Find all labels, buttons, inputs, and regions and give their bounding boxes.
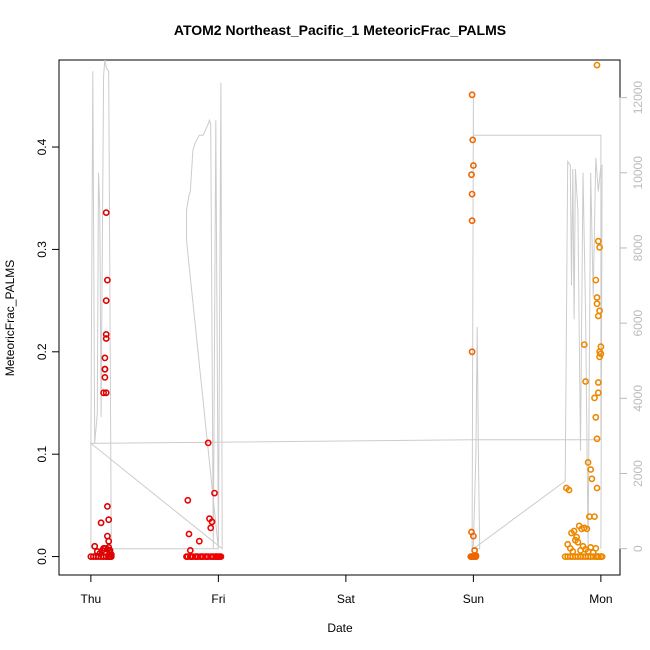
data-point — [594, 389, 602, 397]
y2-tick-label: 12000 — [631, 81, 645, 115]
data-point — [97, 519, 105, 527]
x-tick-label: Sat — [337, 592, 356, 606]
data-point — [597, 553, 605, 560]
data-point — [102, 335, 110, 342]
chart-title: ATOM2 Northeast_Pacific_1 MeteoricFrac_P… — [174, 22, 506, 38]
data-point — [565, 486, 573, 494]
data-point — [469, 532, 477, 540]
data-point — [469, 162, 477, 169]
data-point — [104, 276, 111, 284]
data-point — [580, 341, 588, 348]
data-point — [574, 538, 582, 546]
data-point — [468, 91, 476, 99]
data-point — [101, 365, 109, 373]
data-point — [469, 553, 477, 560]
data-point — [592, 413, 600, 421]
data-point — [105, 537, 113, 545]
data-point — [592, 545, 600, 552]
y-tick-label: 0.4 — [35, 138, 49, 155]
data-point — [596, 243, 603, 251]
data-point — [468, 190, 476, 198]
data-point — [597, 350, 605, 358]
data-point — [593, 61, 601, 69]
y2-tick-label: 4000 — [631, 385, 645, 412]
data-point — [184, 496, 192, 504]
data-point — [594, 379, 602, 386]
data-point — [469, 136, 477, 144]
data-point — [91, 542, 99, 550]
data-point — [472, 552, 480, 559]
data-point — [184, 553, 192, 560]
data-point — [105, 516, 113, 524]
data-point — [593, 294, 601, 301]
y2-tick-label: 6000 — [631, 309, 645, 336]
data-point — [100, 389, 107, 397]
data-point — [570, 527, 578, 535]
data-point — [591, 513, 598, 520]
data-point — [102, 330, 110, 338]
y-axis-right: 0 2000 4000 6000 8000 10000 12000 — [619, 81, 645, 552]
data-point — [102, 297, 110, 304]
y2-tick-label: 8000 — [631, 234, 645, 261]
data-point — [204, 439, 212, 447]
data-point — [186, 547, 194, 554]
data-point — [106, 553, 114, 560]
data-point — [569, 548, 577, 555]
data-point — [588, 475, 596, 483]
x-axis-label: Date — [327, 621, 353, 635]
data-point — [582, 378, 589, 385]
y2-tick-label: 0 — [631, 545, 645, 552]
plot-area-border — [58, 59, 621, 576]
data-point — [592, 276, 600, 284]
data-point — [468, 171, 475, 179]
data-point — [594, 553, 602, 560]
data-point — [583, 525, 591, 533]
data-point — [593, 435, 601, 443]
x-tick-label: Mon — [589, 592, 612, 606]
data-point — [213, 553, 221, 560]
data-point — [185, 530, 193, 538]
data-point — [102, 389, 110, 397]
x-tick-label: Thu — [81, 592, 102, 606]
data-points-layer — [87, 61, 606, 560]
data-point — [468, 348, 476, 356]
data-point — [594, 237, 602, 245]
data-point — [195, 537, 203, 545]
data-point — [101, 373, 109, 381]
data-point — [593, 300, 601, 308]
data-point — [593, 484, 601, 492]
y2-tick-label: 2000 — [631, 460, 645, 487]
data-point — [584, 458, 592, 466]
data-point — [596, 307, 603, 315]
y-tick-label: 0.2 — [35, 343, 49, 360]
data-point — [211, 489, 218, 497]
data-point — [591, 394, 598, 402]
data-point — [101, 354, 109, 362]
data-point — [468, 217, 476, 225]
y2-tick-label: 10000 — [631, 156, 645, 190]
y-tick-label: 0.0 — [35, 548, 49, 565]
y-axis-left: 0.0 0.1 0.2 0.3 0.4 — [35, 138, 60, 565]
x-axis: Thu Fri Sat Sun Mon — [81, 574, 613, 606]
data-point — [594, 312, 602, 320]
data-point — [216, 553, 223, 560]
data-point — [587, 466, 595, 473]
data-point — [102, 209, 110, 216]
data-point — [104, 502, 111, 510]
x-tick-label: Sun — [463, 592, 484, 606]
y-tick-label: 0.1 — [35, 446, 49, 463]
data-point — [597, 343, 605, 351]
altitude-line — [89, 59, 603, 550]
data-point — [207, 524, 215, 532]
y-axis-label: MeteoricFrac_PALMS — [3, 260, 17, 376]
altitude-line-layer — [89, 59, 603, 550]
data-point — [208, 518, 216, 526]
y-tick-label: 0.3 — [35, 241, 49, 258]
x-tick-label: Fri — [211, 592, 225, 606]
